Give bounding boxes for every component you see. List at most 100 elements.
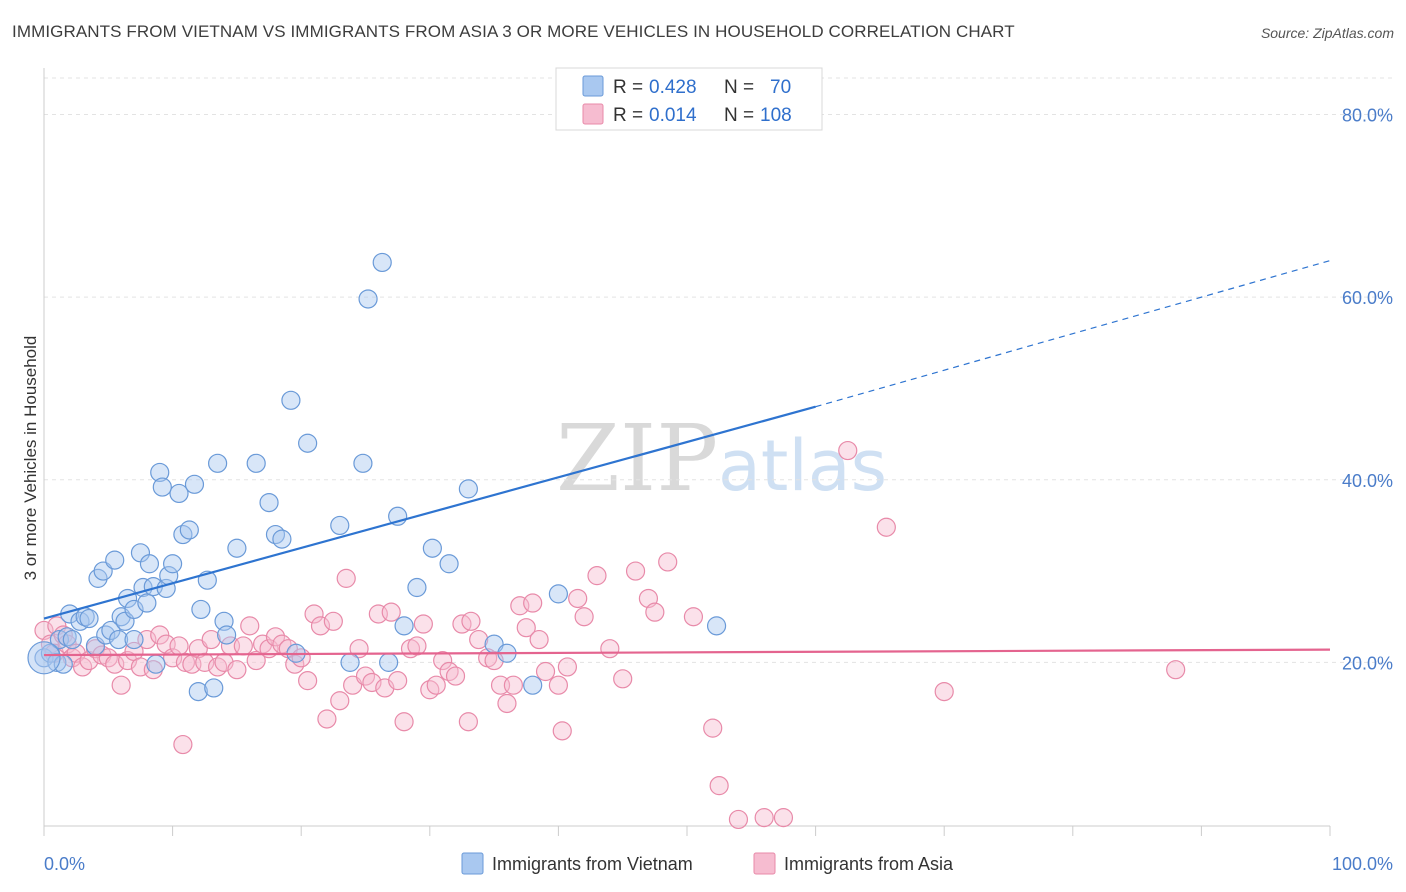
asia-point (317, 709, 337, 729)
vietnam-point (57, 627, 77, 647)
asia-point (461, 611, 481, 631)
legend-swatch-vietnam (582, 75, 604, 97)
asia-point (728, 809, 749, 830)
vietnam-point (217, 625, 237, 645)
legend-n-label-asia: N = (724, 105, 754, 126)
asia-point (265, 627, 286, 647)
vietnam-point (281, 390, 301, 410)
bottom-legend-label-vietnam: Immigrants from Vietnam (492, 854, 693, 874)
asia-point (394, 712, 414, 732)
vietnam-point (27, 641, 61, 675)
vietnam-point (179, 520, 199, 540)
vietnam-point (272, 529, 292, 549)
asia-point (407, 636, 427, 656)
asia-point (169, 636, 189, 656)
x-tick-label-min: 0.0% (44, 854, 85, 874)
vietnam-point (184, 474, 205, 494)
legend-swatch-asia (582, 103, 604, 125)
asia-point (557, 657, 578, 677)
series-vietnam-points (27, 252, 727, 702)
vietnam-point (62, 629, 82, 650)
vietnam-point (191, 599, 211, 620)
vietnam-trend-line (43, 405, 816, 620)
asia-point (523, 593, 543, 613)
vietnam-point (523, 675, 543, 695)
asia-point (709, 776, 729, 796)
legend-r-label-vietnam: R = (613, 77, 643, 98)
asia-point (227, 660, 247, 680)
asia-point (773, 808, 794, 828)
trend-lines (43, 260, 1331, 657)
asia-point (336, 568, 356, 588)
asia-point (568, 588, 588, 609)
vietnam-point (358, 289, 378, 309)
legend-r-label-asia: R = (613, 105, 643, 126)
asia-point (163, 648, 183, 668)
vietnam-point (394, 616, 414, 636)
asia-point (613, 669, 633, 689)
asia-point (310, 616, 331, 636)
asia-point (246, 650, 266, 671)
vietnam-point (548, 584, 569, 604)
asia-point (426, 675, 446, 695)
asia-point (381, 602, 401, 622)
asia-point (458, 712, 478, 732)
asia-point (535, 661, 556, 682)
asia-point (548, 675, 569, 695)
vietnam-point (340, 652, 360, 672)
vietnam-point (330, 515, 350, 536)
asia-point (111, 675, 131, 695)
x-tick-marks (43, 826, 1331, 836)
asia-point (298, 671, 318, 691)
vietnam-point (227, 538, 247, 558)
asia-point (330, 691, 350, 711)
asia-point (600, 639, 620, 659)
asia-point (240, 616, 260, 636)
legend-n-value-asia: 108 (760, 105, 792, 126)
asia-point (388, 671, 408, 691)
legend-n-value-vietnam: 70 (770, 77, 791, 98)
asia-point (683, 607, 704, 627)
y-tick-label: 40.0% (1342, 471, 1393, 491)
asia-point (304, 604, 324, 624)
vietnam-point (146, 654, 166, 674)
vietnam-point (208, 453, 228, 473)
vietnam-point (150, 462, 170, 483)
vietnam-point (169, 483, 189, 504)
asia-point (703, 718, 723, 738)
asia-point (497, 693, 517, 714)
asia-point (445, 666, 466, 686)
asia-point (469, 629, 489, 650)
legend-n-label-vietnam: N = (724, 77, 754, 98)
vietnam-point (407, 577, 427, 598)
x-tick-label-max: 100.0% (1332, 854, 1393, 874)
y-axis-label: 3 or more Vehicles in Household (21, 336, 40, 581)
vietnam-point (137, 593, 157, 613)
vietnam-point (124, 629, 144, 650)
vietnam-point (108, 629, 129, 650)
vietnam-point (259, 492, 279, 513)
bottom-legend-label-asia: Immigrants from Asia (784, 854, 954, 874)
vietnam-point (163, 554, 183, 574)
legend-r-value-asia: 0.014 (649, 105, 697, 126)
asia-point (625, 561, 646, 581)
asia-point (201, 629, 221, 650)
vietnam-point (706, 616, 727, 636)
source-label: Source: ZipAtlas.com (1260, 25, 1394, 41)
asia-point (645, 602, 665, 622)
watermark-atlas: atlas (718, 425, 887, 507)
vietnam-point (139, 554, 160, 574)
asia-point (433, 650, 453, 671)
vietnam-point (458, 479, 478, 499)
vietnam-point (353, 453, 373, 473)
asia-point (516, 618, 536, 638)
asia-point (934, 681, 954, 702)
legend-r-value-vietnam: 0.428 (649, 77, 697, 98)
asia-point (173, 734, 193, 755)
vietnam-point (188, 681, 208, 702)
vietnam-point (204, 678, 224, 698)
bottom-legend-swatch-vietnam (461, 852, 484, 875)
vietnam-point (105, 550, 125, 570)
asia-point (876, 517, 896, 537)
